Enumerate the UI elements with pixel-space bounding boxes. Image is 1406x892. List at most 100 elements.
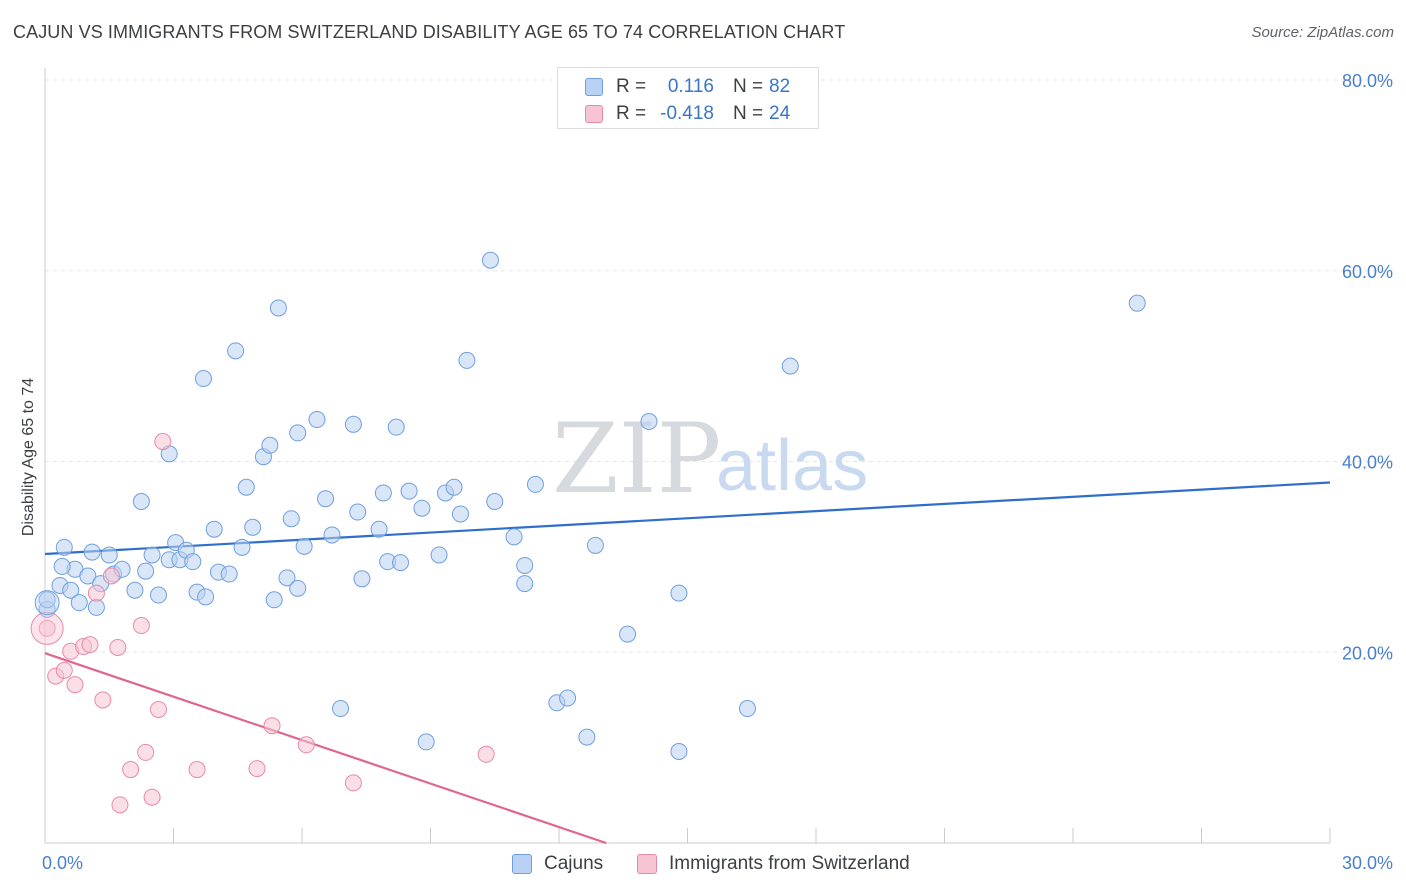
x-tick-label: 0.0%	[42, 853, 83, 873]
data-point-cajuns	[413, 499, 431, 517]
watermark-atlas: atlas	[716, 426, 868, 506]
data-point-cajuns	[184, 553, 202, 571]
legend-swatch-switzerland	[637, 854, 657, 874]
data-point-cajuns	[619, 625, 637, 643]
data-point-cajuns	[578, 728, 596, 746]
data-point-cajuns	[387, 418, 405, 436]
data-point-cajuns	[417, 733, 435, 751]
data-point-cajuns	[197, 588, 215, 606]
data-point-switzerland	[111, 796, 129, 814]
data-point-switzerland	[81, 636, 99, 654]
data-point-cajuns	[70, 594, 88, 612]
x-tick-label: 30.0%	[1342, 853, 1393, 873]
data-point-cajuns	[559, 689, 577, 707]
tick-labels: 20.0% 40.0% 60.0% 80.0% 0.0% 30.0%	[42, 71, 1393, 873]
data-point-cajuns	[55, 538, 73, 556]
legend-r-label: R =	[616, 76, 647, 97]
watermark-zip: ZIP	[552, 403, 721, 515]
data-point-cajuns	[289, 579, 307, 597]
data-point-switzerland	[477, 745, 495, 763]
data-point-cajuns	[374, 484, 392, 502]
legend-swatch-cajuns	[585, 78, 603, 96]
data-point-cajuns	[227, 342, 245, 360]
data-point-cajuns	[458, 351, 476, 369]
legend-n-label: N =	[733, 103, 764, 124]
data-point-switzerland	[137, 743, 155, 761]
data-point-cajuns	[53, 557, 71, 575]
data-point-cajuns	[349, 503, 367, 521]
legend-row-switzerland: R = -0.418 N = 24	[558, 101, 818, 127]
legend-r-value: -0.418	[660, 103, 714, 124]
data-point-cajuns	[237, 478, 255, 496]
legend-label-switzerland: Immigrants from Switzerland	[669, 853, 910, 874]
data-point-cajuns	[353, 570, 371, 588]
y-tick-label: 40.0%	[1342, 453, 1393, 473]
legend-r-label: R =	[616, 103, 647, 124]
data-point-cajuns	[205, 520, 223, 538]
data-point-cajuns	[392, 554, 410, 572]
data-point-cajuns	[289, 424, 307, 442]
axes	[44, 68, 1331, 844]
data-point-cajuns	[278, 569, 296, 587]
data-point-cajuns	[430, 546, 448, 564]
data-point-cajuns	[261, 436, 279, 454]
data-point-switzerland	[154, 432, 172, 450]
legend-label-cajuns: Cajuns	[544, 853, 604, 874]
legend-swatch-switzerland	[585, 105, 603, 123]
data-point-cajuns	[126, 581, 144, 599]
data-point-cajuns	[323, 526, 341, 544]
data-point-switzerland	[55, 661, 73, 679]
data-point-cajuns	[34, 590, 60, 616]
data-point-cajuns	[451, 505, 469, 523]
legend-n-value: 82	[769, 76, 791, 97]
data-point-cajuns	[282, 510, 300, 528]
data-point-switzerland	[94, 691, 112, 709]
data-point-cajuns	[640, 412, 658, 430]
data-point-cajuns	[143, 546, 161, 564]
data-point-switzerland	[297, 736, 315, 754]
data-point-switzerland	[188, 761, 206, 779]
legend-swatch-cajuns	[512, 854, 532, 874]
data-point-switzerland	[248, 760, 266, 778]
data-point-switzerland	[143, 788, 161, 806]
legend-n-value: 24	[769, 103, 791, 124]
legend-r-value: 0.116	[667, 76, 714, 97]
data-point-cajuns	[586, 536, 604, 554]
data-point-switzerland	[38, 619, 56, 637]
data-point-cajuns	[308, 411, 326, 429]
data-point-cajuns	[87, 598, 105, 616]
data-point-switzerland	[87, 584, 105, 602]
data-point-cajuns	[481, 251, 499, 269]
legend-row-cajuns: R = 0.116 N = 82	[558, 74, 818, 100]
data-point-cajuns	[220, 565, 238, 583]
correlation-legend: R = 0.116 N = 82 R = -0.418 N = 24	[557, 67, 819, 129]
data-point-cajuns	[445, 478, 463, 496]
data-point-cajuns	[265, 591, 283, 609]
data-point-cajuns	[269, 299, 287, 317]
data-point-cajuns	[150, 586, 168, 604]
data-point-cajuns	[486, 493, 504, 511]
series-legend: Cajuns Immigrants from Switzerland	[0, 852, 1406, 878]
data-point-switzerland	[344, 774, 362, 792]
data-point-cajuns	[505, 528, 523, 546]
data-point-cajuns	[317, 490, 335, 508]
data-point-cajuns	[738, 700, 756, 718]
data-point-cajuns	[132, 493, 150, 511]
data-point-cajuns	[516, 556, 534, 574]
data-point-cajuns	[370, 520, 388, 538]
watermark: ZIP atlas	[552, 403, 868, 515]
trendline-switzerland	[44, 652, 607, 845]
data-point-switzerland	[66, 676, 84, 694]
data-point-switzerland	[263, 717, 281, 735]
data-point-cajuns	[244, 518, 262, 536]
trendlines	[44, 481, 1331, 845]
data-point-cajuns	[526, 475, 544, 493]
data-point-cajuns	[516, 575, 534, 593]
data-point-switzerland	[122, 761, 140, 779]
data-point-cajuns	[295, 537, 313, 555]
data-point-switzerland	[109, 638, 127, 656]
data-point-cajuns	[233, 538, 251, 556]
data-point-switzerland	[102, 567, 120, 585]
chart-title: CAJUN VS IMMIGRANTS FROM SWITZERLAND DIS…	[13, 22, 846, 42]
